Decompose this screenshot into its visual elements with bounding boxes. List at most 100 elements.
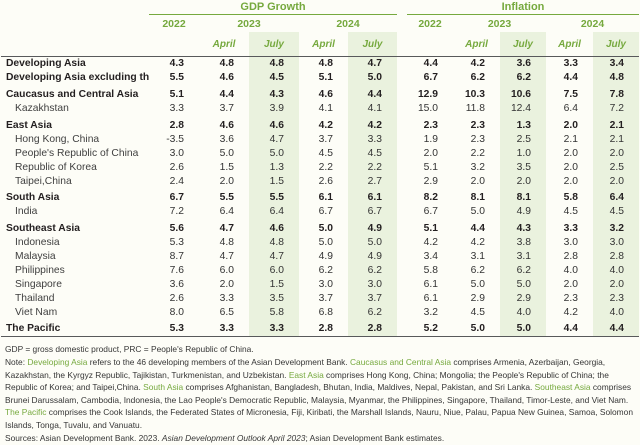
inflation-value: 2.0 — [423, 147, 438, 159]
row-label: Malaysia — [15, 251, 56, 263]
table-row: Philippines 7.6 6.0 6.0 6.2 6.2 5.8 6.2 6.2 4.0 4.… — [1, 263, 639, 277]
gdp-value: 3.7 — [318, 292, 333, 304]
inflation-value: 2.3 — [470, 120, 485, 131]
region-name-highlight: Developing Asia — [27, 357, 88, 368]
inflation-value: 5.1 — [423, 223, 438, 235]
gdp-value: 2.2 — [318, 161, 333, 173]
july-2023-shade-inflation — [500, 32, 546, 336]
gdp-value: 4.5 — [269, 72, 284, 84]
table-row: The Pacific 5.3 3.3 3.3 2.8 2.8 5.2 5.0 5.0 4.4 4.… — [1, 322, 639, 336]
inflation-value: 10.6 — [510, 89, 531, 101]
gdp-value: 3.0 — [318, 278, 333, 290]
inflation-value: 4.2 — [423, 237, 438, 249]
gdp-value: 6.7 — [367, 206, 382, 218]
inflation-value: 2.0 — [563, 175, 578, 187]
gdp-value: 2.4 — [169, 175, 184, 187]
gdp-value: 7.6 — [169, 264, 184, 276]
inflation-value: 6.1 — [423, 278, 438, 290]
inflation-value: 3.2 — [470, 161, 485, 173]
row-label: Caucasus and Central Asia — [6, 89, 139, 101]
footnote-text: comprises Armenia, Azerbaijan, Georgia, … — [5, 357, 606, 380]
inflation-value: 2.0 — [470, 175, 485, 187]
gdp-value: 4.7 — [269, 133, 284, 145]
gdp-value: 5.0 — [269, 147, 284, 159]
table-row: Thailand 2.6 3.3 3.5 3.7 3.7 6.1 2.9 2.9 2.3 2.3 — [1, 291, 639, 305]
inflation-value: 4.4 — [609, 323, 624, 335]
gdp-value: 5.0 — [318, 237, 333, 249]
inflation-value: 1.9 — [423, 133, 438, 145]
inflation-value: 2.0 — [563, 120, 578, 131]
gdp-value: 5.0 — [367, 237, 382, 249]
inflation-value: 2.2 — [470, 147, 485, 159]
table-row: Taipei,China 2.4 2.0 1.5 2.6 2.7 2.9 2.0 2.0 2.0 2… — [1, 174, 639, 188]
gdp-value: 2.8 — [318, 323, 333, 335]
month-header: April — [558, 38, 581, 50]
gdp-value: 6.4 — [219, 206, 234, 218]
inflation-value: 11.8 — [465, 103, 485, 115]
inflation-value: 2.9 — [470, 292, 485, 304]
table-row: Developing Asia excluding the PRC 5.5 4.6 4… — [1, 71, 639, 85]
month-header: April — [312, 38, 335, 50]
row-label: Singapore — [15, 278, 62, 290]
region-name-highlight: East Asia — [288, 369, 324, 380]
inflation-value: 3.0 — [609, 237, 624, 249]
gdp-value: 4.6 — [318, 89, 333, 101]
inflation-value: 4.4 — [563, 72, 578, 84]
gdp-value: 4.1 — [318, 103, 333, 115]
row-label: Taipei,China — [15, 175, 72, 187]
inflation-value: 3.4 — [609, 58, 624, 70]
gdp-value: 2.0 — [219, 278, 234, 290]
gdp-value: 8.0 — [169, 306, 184, 318]
gdp-value: 6.2 — [367, 306, 382, 318]
inflation-value: 4.2 — [470, 237, 485, 249]
gdp-value: 4.8 — [219, 58, 234, 70]
gdp-value: 3.3 — [169, 103, 184, 115]
gdp-value: 6.2 — [367, 264, 382, 276]
abbreviation-note: GDP = gross domestic product, PRC = Peop… — [5, 343, 254, 354]
inflation-value: 2.1 — [609, 120, 624, 131]
gdp-value: 5.5 — [219, 192, 234, 204]
year-header: 2022 — [418, 17, 442, 30]
region-name-highlight: The Pacific — [5, 407, 47, 418]
inflation-value: 8.1 — [470, 192, 485, 204]
inflation-value: 2.3 — [470, 133, 485, 145]
inflation-value: 6.4 — [609, 192, 624, 204]
gdp-value: 6.1 — [318, 192, 333, 204]
gdp-value: 1.3 — [269, 161, 284, 173]
inflation-value: 7.8 — [609, 89, 624, 101]
gdp-value: 2.6 — [318, 175, 333, 187]
publication-title: Asian Development Outlook April 2023 — [161, 433, 306, 444]
inflation-value: 3.1 — [516, 251, 531, 263]
gdp-value: 5.0 — [318, 223, 333, 235]
gdp-value: 4.9 — [318, 251, 333, 263]
inflation-value: 8.1 — [516, 192, 531, 204]
inflation-value: 2.0 — [609, 175, 624, 187]
gdp-value: 4.9 — [367, 223, 382, 235]
inflation-value: 2.5 — [609, 161, 624, 173]
gdp-value: 1.5 — [269, 278, 284, 290]
row-label: Indonesia — [15, 237, 60, 249]
inflation-value: 2.0 — [563, 147, 578, 159]
inflation-value: 4.5 — [470, 306, 485, 318]
inflation-value: 5.0 — [470, 323, 485, 335]
gdp-value: 4.6 — [219, 72, 234, 84]
year-header: 2022 — [162, 17, 186, 30]
inflation-value: 4.0 — [609, 264, 624, 276]
gdp-value: 4.4 — [367, 89, 382, 101]
inflation-value: 2.8 — [563, 251, 578, 263]
july-2024-shade-inflation — [593, 32, 639, 336]
year-header: 2023 — [487, 17, 512, 30]
inflation-value: 4.8 — [609, 72, 624, 84]
row-label: East Asia — [6, 120, 52, 131]
gdp-value: 4.2 — [367, 120, 382, 131]
inflation-value: 1.3 — [516, 120, 531, 131]
year-header: 2024 — [336, 17, 360, 30]
table-row: People's Republic of China 3.0 5.0 5.0 4.5 4.… — [1, 146, 639, 160]
inflation-value: 6.7 — [423, 72, 438, 84]
inflation-value: 2.9 — [516, 292, 531, 304]
gdp-value: 5.5 — [269, 192, 284, 204]
month-header: July — [512, 38, 533, 50]
gdp-value: 3.3 — [269, 323, 284, 335]
year-header: 2023 — [237, 17, 261, 30]
inflation-value: 6.2 — [516, 264, 531, 276]
